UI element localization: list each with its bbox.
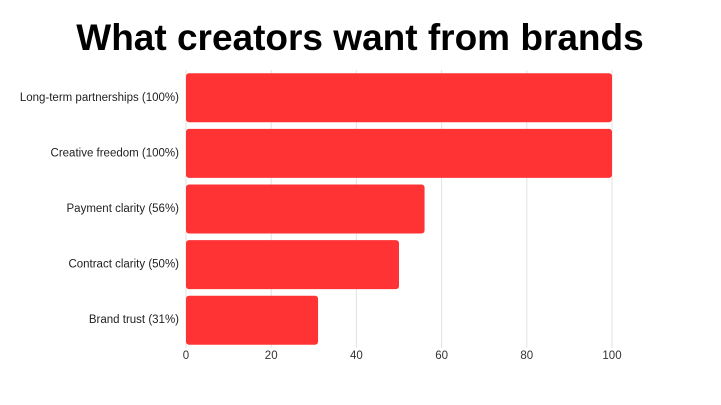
y-tick-label: Long-term partnerships (100%) — [20, 92, 179, 104]
y-tick-label: Brand trust (31%) — [89, 314, 179, 326]
y-tick-label: Payment clarity (56%) — [67, 203, 180, 215]
x-tick-label: 100 — [602, 350, 621, 362]
chart-title: What creators want from brands — [76, 17, 643, 58]
bar — [186, 73, 612, 123]
x-tick-label: 60 — [435, 350, 448, 362]
x-tick-label: 20 — [265, 350, 278, 362]
bar — [186, 295, 319, 345]
x-tick-label: 0 — [183, 350, 189, 362]
x-tick-label: 80 — [520, 350, 533, 362]
y-tick-label: Contract clarity (50%) — [68, 259, 179, 271]
bar — [186, 128, 612, 178]
bar — [186, 184, 425, 234]
y-tick-label: Creative freedom (100%) — [51, 147, 180, 159]
x-tick-label: 40 — [350, 350, 363, 362]
bar — [186, 240, 399, 290]
